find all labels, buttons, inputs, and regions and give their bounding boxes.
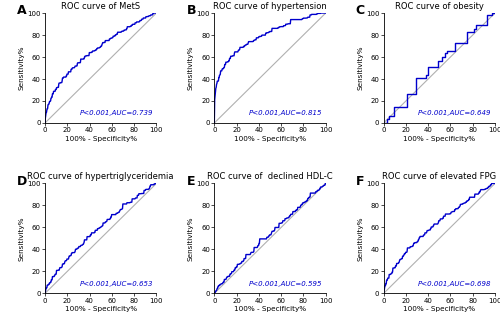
Text: P<0.001,AUC=0.698: P<0.001,AUC=0.698 [418,281,492,287]
Text: C: C [356,4,365,17]
Text: P<0.001,AUC=0.649: P<0.001,AUC=0.649 [418,111,492,116]
Text: E: E [186,175,195,188]
Title: ROC curve of obesity: ROC curve of obesity [395,2,484,11]
Text: A: A [17,4,27,17]
Text: B: B [186,4,196,17]
Text: P<0.001,AUC=0.653: P<0.001,AUC=0.653 [80,281,153,287]
Y-axis label: Sensitivity%: Sensitivity% [18,46,24,90]
Title: ROC curve of hypertriglyceridemia: ROC curve of hypertriglyceridemia [28,172,174,181]
X-axis label: 100% - Specificity%: 100% - Specificity% [403,306,475,312]
Y-axis label: Sensitivity%: Sensitivity% [188,216,194,261]
Title: ROC curve of elevated FPG: ROC curve of elevated FPG [382,172,496,181]
Y-axis label: Sensitivity%: Sensitivity% [188,46,194,90]
Text: P<0.001,AUC=0.595: P<0.001,AUC=0.595 [249,281,322,287]
Y-axis label: Sensitivity%: Sensitivity% [357,46,363,90]
Y-axis label: Sensitivity%: Sensitivity% [357,216,363,261]
Title: ROC curve of  declined HDL-C: ROC curve of declined HDL-C [207,172,333,181]
Text: P<0.001,AUC=0.815: P<0.001,AUC=0.815 [249,111,322,116]
Title: ROC curve of MetS: ROC curve of MetS [61,2,140,11]
Y-axis label: Sensitivity%: Sensitivity% [18,216,24,261]
X-axis label: 100% - Specificity%: 100% - Specificity% [234,136,306,142]
Text: P<0.001,AUC=0.739: P<0.001,AUC=0.739 [80,111,153,116]
X-axis label: 100% - Specificity%: 100% - Specificity% [64,306,137,312]
Text: F: F [356,175,364,188]
Text: D: D [17,175,28,188]
X-axis label: 100% - Specificity%: 100% - Specificity% [64,136,137,142]
Title: ROC curve of hypertension: ROC curve of hypertension [213,2,327,11]
X-axis label: 100% - Specificity%: 100% - Specificity% [403,136,475,142]
X-axis label: 100% - Specificity%: 100% - Specificity% [234,306,306,312]
